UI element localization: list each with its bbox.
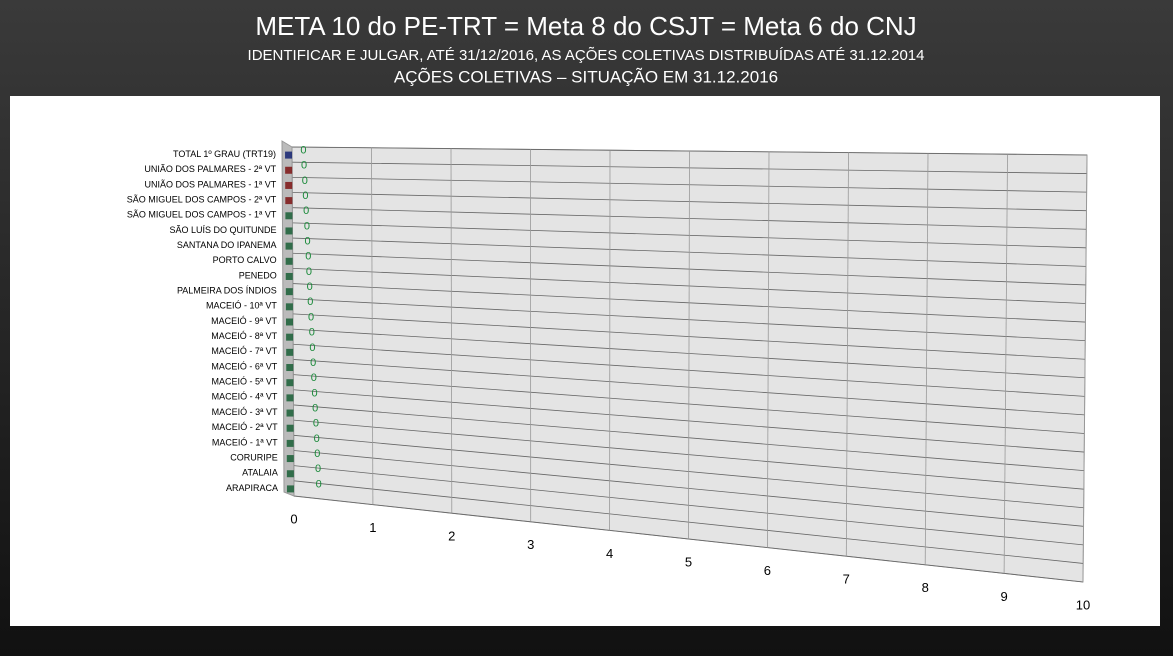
data-label: 0	[304, 220, 310, 232]
data-label: 0	[311, 372, 317, 384]
x-tick-label: 2	[448, 529, 455, 544]
bar-depth	[285, 288, 293, 296]
x-tick-label: 6	[764, 563, 771, 578]
bar-depth	[286, 470, 294, 478]
y-tick-label: UNIÃO DOS PALMARES - 2ª VT	[144, 164, 276, 174]
y-tick-label: MACEIÓ - 4ª VT	[212, 392, 278, 402]
grid-line	[845, 152, 849, 557]
bar-depth	[286, 485, 294, 493]
bar-depth	[285, 197, 293, 205]
y-tick-label: SÃO MIGUEL DOS CAMPOS - 2ª VT	[127, 194, 277, 204]
data-label: 0	[316, 478, 322, 490]
grid-line	[924, 153, 929, 565]
grid-line	[1003, 154, 1008, 574]
grid-line	[450, 148, 453, 514]
data-label: 0	[306, 266, 312, 278]
bar-depth	[286, 409, 294, 417]
y-tick-label: MACEIÓ - 8ª VT	[211, 331, 277, 341]
data-label: 0	[310, 357, 316, 369]
data-label: 0	[305, 236, 311, 248]
grid-line	[767, 151, 770, 548]
x-tick-label: 8	[922, 580, 929, 595]
y-tick-label: PALMEIRA DOS ÍNDIOS	[177, 286, 277, 296]
data-label: 0	[301, 160, 307, 172]
bar-depth	[285, 272, 293, 280]
y-tick-label: MACEIÓ - 10ª VT	[206, 301, 277, 311]
bar-depth	[285, 181, 293, 189]
y-tick-label: MACEIÓ - 6ª VT	[211, 361, 277, 371]
bar-depth	[285, 303, 293, 311]
y-tick-label: SANTANA DO IPANEMA	[177, 240, 277, 250]
y-tick-label: ATALAIA	[242, 468, 278, 478]
y-tick-label: MACEIÓ - 1ª VT	[212, 437, 278, 447]
y-tick-label: PENEDO	[239, 270, 277, 280]
data-label: 0	[309, 342, 315, 354]
y-tick-label: MACEIÓ - 9ª VT	[211, 316, 277, 326]
x-tick-label: 5	[685, 554, 692, 569]
bar-depth	[286, 455, 294, 463]
data-label: 0	[307, 281, 313, 293]
bar-depth	[285, 151, 293, 159]
bar-depth	[285, 242, 293, 250]
data-label: 0	[314, 448, 320, 460]
bar-depth	[286, 318, 293, 326]
chart-title: META 10 do PE-TRT = Meta 8 do CSJT = Met…	[255, 11, 916, 41]
bar-depth	[285, 212, 293, 220]
y-tick-label: MACEIÓ - 2ª VT	[212, 422, 278, 432]
data-label: 0	[307, 296, 313, 308]
bar-depth	[285, 166, 293, 174]
bar-depth	[286, 333, 294, 341]
x-tick-label: 9	[1000, 589, 1007, 604]
data-label: 0	[303, 205, 309, 217]
bar-depth	[286, 379, 294, 387]
x-tick-label: 10	[1076, 597, 1090, 612]
bar-depth	[286, 439, 294, 447]
subtitle: IDENTIFICAR E JULGAR, ATÉ 31/12/2016, AS…	[248, 47, 925, 64]
bar-depth	[286, 364, 294, 372]
y-tick-label: SÃO MIGUEL DOS CAMPOS - 1ª VT	[127, 210, 277, 220]
bar-depth	[285, 257, 293, 265]
data-label: 0	[311, 387, 317, 399]
data-label: 0	[302, 190, 308, 202]
x-tick-label: 4	[606, 546, 613, 561]
y-tick-label: MACEIÓ - 5ª VT	[212, 377, 278, 387]
y-tick-label: CORURIPE	[230, 452, 278, 462]
data-label: 0	[314, 433, 320, 445]
subtitle: AÇÕES COLETIVAS – SITUAÇÃO EM 31.12.2016	[394, 67, 778, 86]
data-label: 0	[300, 144, 306, 156]
y-tick-label: MACEIÓ - 3ª VT	[212, 407, 278, 417]
bar-depth	[285, 227, 293, 235]
x-tick-label: 1	[369, 520, 376, 535]
y-tick-label: SÃO LUÍS DO QUITUNDE	[169, 225, 276, 235]
x-tick-label: 3	[527, 537, 534, 552]
data-label: 0	[315, 463, 321, 475]
y-tick-label: PORTO CALVO	[213, 255, 277, 265]
x-tick-label: 0	[290, 511, 297, 526]
data-label: 0	[308, 311, 314, 323]
bar-depth	[286, 394, 294, 402]
grid-line	[688, 150, 690, 540]
y-tick-label: TOTAL 1º GRAU (TRT19)	[173, 149, 276, 159]
grid-line	[371, 147, 374, 505]
y-tick-label: ARAPIRACA	[226, 483, 278, 493]
bar-depth	[286, 424, 294, 432]
data-label: 0	[313, 418, 319, 430]
bar-depth	[286, 348, 294, 356]
y-tick-label: UNIÃO DOS PALMARES - 1ª VT	[145, 179, 277, 189]
y-tick-label: MACEIÓ - 7ª VT	[211, 346, 277, 356]
x-tick-label: 7	[843, 572, 850, 587]
data-label: 0	[302, 175, 308, 187]
data-label: 0	[305, 251, 311, 263]
grid-line	[1082, 154, 1088, 583]
data-label: 0	[309, 327, 315, 339]
data-label: 0	[312, 402, 318, 414]
